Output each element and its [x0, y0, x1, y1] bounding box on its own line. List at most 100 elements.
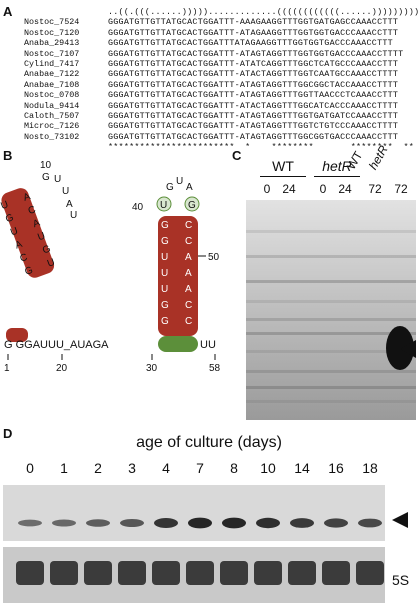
alignment-row: Anabae_7108 GGGATGTTGTTATGCACTGGATTT-ATAG…	[24, 80, 416, 90]
panel-label-b: B	[3, 148, 13, 163]
species-name: Nostoc_7107	[24, 48, 80, 59]
background-band	[246, 255, 416, 258]
background-band	[246, 280, 416, 283]
pos-label-40: 40	[132, 202, 144, 213]
pos-label-20: 20	[56, 363, 68, 374]
day-label: 10	[260, 460, 276, 476]
group-underline	[260, 176, 306, 177]
panel-label-a: A	[3, 4, 13, 19]
species-name: Nostoc_7524	[24, 17, 80, 28]
group-label: hetR	[322, 158, 352, 174]
hetR-band	[358, 518, 382, 528]
alignment-row: Microc_7126 GGGATGTTGTTATGCACTGGATTT-ATAG…	[24, 121, 416, 131]
species-name: Nostoc_7120	[24, 27, 80, 38]
svg-text:U: U	[70, 210, 77, 221]
day-label: 18	[362, 460, 378, 476]
svg-text:G: G	[23, 265, 34, 278]
svg-text:U: U	[161, 284, 168, 295]
svg-text:G: G	[161, 236, 169, 247]
species-name: Microc_7126	[24, 121, 80, 132]
alignment-row: Nostoc_7120 GGGATGTTGTTATGCACTGGATTT-ATAG…	[24, 28, 416, 38]
structure-line: ..((.(((......))))).............((((((((…	[24, 7, 418, 17]
alignment-row: Anaba_29413 GGGATGTTGTTATGCACTGGATTTATAGA…	[24, 38, 416, 48]
conservation-notation: ************************ * ******** ****…	[108, 142, 414, 153]
svg-text:A: A	[32, 217, 42, 230]
species-name: Anaba_29413	[24, 38, 80, 49]
5s-band	[322, 561, 350, 585]
5s-band	[152, 561, 180, 585]
background-band	[246, 318, 416, 321]
svg-text:A: A	[185, 268, 192, 279]
svg-text:C: C	[185, 316, 192, 327]
svg-text:A: A	[186, 182, 193, 193]
alignment-row: Nostoc_7524 GGGATGTTGTTATGCACTGGATTT-AAAG…	[24, 17, 416, 27]
day-label: 3	[128, 460, 136, 476]
5s-band	[220, 561, 248, 585]
background-band	[246, 386, 416, 389]
species-name: Anabae_7122	[24, 69, 80, 80]
lane-label: 24	[338, 182, 352, 196]
svg-text:U: U	[46, 257, 57, 270]
lane-label: 0	[319, 182, 327, 196]
hetR-band	[324, 518, 348, 528]
svg-text:A: A	[185, 284, 192, 295]
svg-text:A: A	[66, 199, 73, 210]
sequence-alignment: ..((.(((......))))).............((((((((…	[24, 7, 418, 152]
pos-label-1: 1	[4, 363, 10, 374]
svg-text:C: C	[185, 220, 192, 231]
species-name: Caloth_7507	[24, 110, 80, 121]
day-label: 14	[294, 460, 310, 476]
conservation-line: ************************ * ******** ****…	[24, 142, 416, 152]
hetR-band	[154, 518, 178, 528]
backbone-seq: G GGAUUU_AUAGA	[4, 339, 109, 351]
pos-label-30: 30	[146, 363, 158, 374]
arrowhead-c	[400, 340, 416, 358]
svg-text:C: C	[185, 300, 192, 311]
5s-band	[118, 561, 146, 585]
alignment-row: Cylind_7417 GGGATGTTGTTATGCACTGGATTT-ATAT…	[24, 59, 416, 69]
left-stem: GU CG AU UA GC UA	[0, 188, 57, 278]
hetR-band	[188, 517, 212, 529]
structure-notation: ..((.(((......))))).............((((((((…	[108, 7, 418, 17]
svg-text:U: U	[0, 199, 10, 212]
species-sequence: GGGATGTTGTTATGCACTGGATTT-ATAGTAGGTTTGGTC…	[108, 121, 399, 132]
svg-text:G: G	[42, 172, 50, 183]
day-label: 8	[230, 460, 238, 476]
species-sequence: GGGATGTTGTTATGCACTGGATTT-ATACTAGGTTTGGCA…	[108, 100, 399, 111]
hetR-band	[86, 519, 110, 527]
group-underline	[314, 176, 360, 177]
svg-text:C: C	[19, 252, 30, 265]
species-sequence: GGGATGTTGTTATGCACTGGATTTATAGAAGGTTTGGTGG…	[108, 38, 393, 49]
species-sequence: GGGATGTTGTTATGCACTGGATTT-ATAGTAGGTTTGGTG…	[108, 48, 404, 59]
background-band	[246, 300, 416, 303]
5s-band	[186, 561, 214, 585]
panel-label-d: D	[3, 426, 13, 441]
svg-text:A: A	[185, 252, 192, 263]
5s-band	[254, 561, 282, 585]
alignment-row: Anabae_7122 GGGATGTTGTTATGCACTGGATTT-ATAC…	[24, 69, 416, 79]
svg-text:U: U	[160, 200, 167, 211]
background-band	[246, 400, 416, 403]
lane-label: 0	[263, 182, 271, 196]
svg-text:U: U	[161, 268, 168, 279]
svg-text:G: G	[161, 300, 169, 311]
svg-text:G: G	[4, 212, 15, 225]
background-band	[246, 230, 416, 233]
alignment-row: Nosto_73102 GGGATGTTGTTATGCACTGGATTT-ATAG…	[24, 132, 416, 142]
lane-label: 72	[368, 182, 382, 196]
lane-label: 72	[394, 182, 408, 196]
hetR-72-strong-band	[386, 326, 414, 370]
day-label: 16	[328, 460, 344, 476]
5s-band	[288, 561, 316, 585]
svg-text:A: A	[22, 191, 32, 204]
5s-band	[50, 561, 78, 585]
svg-text:U: U	[176, 176, 183, 187]
species-sequence: GGGATGTTGTTATGCACTGGATTT-ATAGTAGGTTTGGCG…	[108, 131, 399, 142]
5s-band	[84, 561, 112, 585]
background-band	[246, 350, 416, 353]
species-name: Cylind_7417	[24, 58, 80, 69]
svg-text:U: U	[36, 231, 47, 244]
backbone-tail: UU	[200, 339, 216, 351]
